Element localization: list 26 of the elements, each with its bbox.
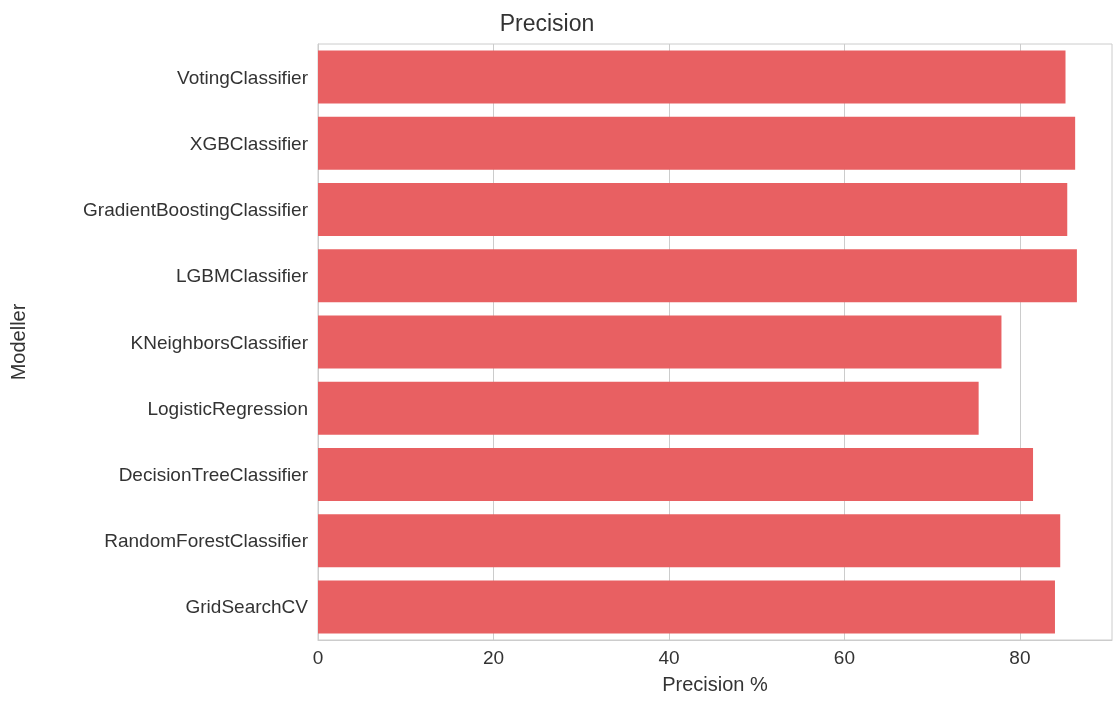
x-tick-label: 20 — [482, 647, 505, 668]
bar — [318, 447, 1034, 501]
y-tick-label: LGBMClassifier — [176, 265, 309, 287]
bar — [318, 315, 1002, 369]
y-tick-label: DecisionTreeClassifier — [118, 463, 309, 485]
y-tick-label: RandomForestClassifier — [104, 530, 309, 552]
y-tick-label: GradientBoostingClassifier — [83, 199, 309, 221]
y-tick-label: XGBClassifier — [189, 132, 309, 154]
y-axis-title: Modeller — [7, 303, 29, 381]
bar — [318, 514, 1061, 568]
chart-title: Precision — [499, 9, 595, 36]
x-tick-label: 60 — [833, 647, 855, 668]
y-tick-label: KNeighborsClassifier — [130, 331, 309, 353]
x-tick-label: 40 — [658, 647, 680, 668]
x-tick-label: 80 — [1009, 647, 1031, 668]
x-tick-label: 0 — [312, 647, 324, 668]
bar — [318, 249, 1077, 303]
bar — [318, 183, 1068, 237]
bar — [318, 580, 1055, 634]
y-tick-label: GridSearchCV — [185, 596, 309, 618]
bar — [318, 116, 1076, 170]
y-tick-label: LogisticRegression — [147, 397, 308, 419]
x-axis-title: Precision % — [662, 673, 769, 695]
bar — [318, 381, 979, 435]
y-tick-label: VotingClassifier — [177, 66, 309, 88]
bar — [318, 50, 1066, 104]
